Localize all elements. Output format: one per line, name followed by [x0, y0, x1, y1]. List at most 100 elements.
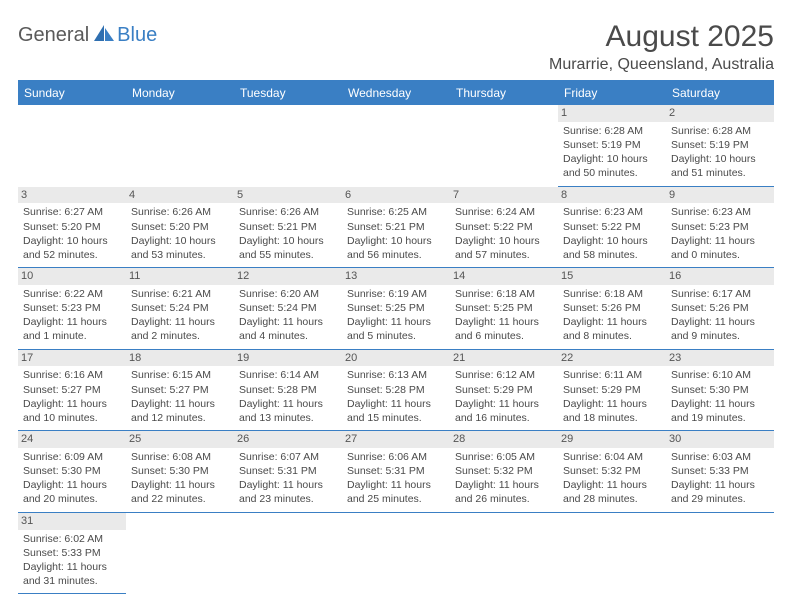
cell-daylight1: Daylight: 11 hours	[671, 478, 769, 492]
cell-sunset: Sunset: 5:32 PM	[455, 464, 553, 478]
weekday-header: Sunday	[18, 81, 126, 106]
cell-sunset: Sunset: 5:30 PM	[671, 383, 769, 397]
calendar-cell: 19Sunrise: 6:14 AMSunset: 5:28 PMDayligh…	[234, 349, 342, 431]
calendar-cell: 30Sunrise: 6:03 AMSunset: 5:33 PMDayligh…	[666, 431, 774, 513]
cell-sunset: Sunset: 5:28 PM	[347, 383, 445, 397]
cell-daylight1: Daylight: 10 hours	[131, 234, 229, 248]
calendar-cell	[126, 105, 234, 186]
cell-sunset: Sunset: 5:32 PM	[563, 464, 661, 478]
cell-daylight1: Daylight: 11 hours	[131, 478, 229, 492]
calendar-cell: 31Sunrise: 6:02 AMSunset: 5:33 PMDayligh…	[18, 512, 126, 594]
cell-sunset: Sunset: 5:21 PM	[347, 220, 445, 234]
cell-daylight2: and 25 minutes.	[347, 492, 445, 506]
cell-sunrise: Sunrise: 6:23 AM	[563, 205, 661, 219]
cell-daylight2: and 8 minutes.	[563, 329, 661, 343]
cell-daylight2: and 23 minutes.	[239, 492, 337, 506]
day-number: 1	[558, 105, 666, 122]
cell-daylight2: and 52 minutes.	[23, 248, 121, 262]
calendar-cell: 28Sunrise: 6:05 AMSunset: 5:32 PMDayligh…	[450, 431, 558, 513]
day-number: 18	[126, 350, 234, 367]
day-number: 11	[126, 268, 234, 285]
logo-text-general: General	[18, 24, 89, 47]
calendar-cell: 3Sunrise: 6:27 AMSunset: 5:20 PMDaylight…	[18, 186, 126, 268]
cell-daylight2: and 20 minutes.	[23, 492, 121, 506]
day-number: 12	[234, 268, 342, 285]
calendar-row: 24Sunrise: 6:09 AMSunset: 5:30 PMDayligh…	[18, 431, 774, 513]
month-title: August 2025	[549, 20, 774, 54]
cell-sunset: Sunset: 5:20 PM	[23, 220, 121, 234]
cell-sunrise: Sunrise: 6:16 AM	[23, 368, 121, 382]
logo-sail-icon	[93, 24, 115, 47]
cell-daylight2: and 0 minutes.	[671, 248, 769, 262]
cell-sunrise: Sunrise: 6:04 AM	[563, 450, 661, 464]
cell-sunset: Sunset: 5:31 PM	[347, 464, 445, 478]
calendar-cell	[234, 512, 342, 594]
day-number: 10	[18, 268, 126, 285]
cell-daylight1: Daylight: 10 hours	[671, 152, 769, 166]
calendar-cell: 23Sunrise: 6:10 AMSunset: 5:30 PMDayligh…	[666, 349, 774, 431]
cell-daylight1: Daylight: 11 hours	[455, 315, 553, 329]
day-number: 9	[666, 187, 774, 204]
cell-daylight2: and 22 minutes.	[131, 492, 229, 506]
header: General Blue August 2025 Murarrie, Queen…	[18, 20, 774, 74]
day-number: 4	[126, 187, 234, 204]
calendar-row: 17Sunrise: 6:16 AMSunset: 5:27 PMDayligh…	[18, 349, 774, 431]
cell-sunrise: Sunrise: 6:15 AM	[131, 368, 229, 382]
calendar-cell	[342, 512, 450, 594]
weekday-header: Thursday	[450, 81, 558, 106]
cell-daylight1: Daylight: 11 hours	[131, 315, 229, 329]
cell-sunset: Sunset: 5:28 PM	[239, 383, 337, 397]
cell-daylight2: and 2 minutes.	[131, 329, 229, 343]
cell-daylight2: and 50 minutes.	[563, 166, 661, 180]
cell-daylight2: and 19 minutes.	[671, 411, 769, 425]
weekday-header: Monday	[126, 81, 234, 106]
cell-daylight1: Daylight: 11 hours	[239, 315, 337, 329]
cell-daylight2: and 6 minutes.	[455, 329, 553, 343]
day-number: 24	[18, 431, 126, 448]
cell-sunset: Sunset: 5:26 PM	[563, 301, 661, 315]
cell-sunrise: Sunrise: 6:13 AM	[347, 368, 445, 382]
cell-daylight1: Daylight: 10 hours	[347, 234, 445, 248]
cell-sunset: Sunset: 5:25 PM	[347, 301, 445, 315]
cell-daylight1: Daylight: 11 hours	[671, 397, 769, 411]
cell-sunrise: Sunrise: 6:07 AM	[239, 450, 337, 464]
cell-daylight1: Daylight: 11 hours	[23, 315, 121, 329]
cell-daylight1: Daylight: 11 hours	[239, 397, 337, 411]
calendar-row: 10Sunrise: 6:22 AMSunset: 5:23 PMDayligh…	[18, 268, 774, 350]
day-number: 2	[666, 105, 774, 122]
cell-daylight1: Daylight: 10 hours	[563, 152, 661, 166]
cell-daylight1: Daylight: 11 hours	[563, 315, 661, 329]
calendar-cell	[18, 105, 126, 186]
cell-daylight2: and 58 minutes.	[563, 248, 661, 262]
day-number: 7	[450, 187, 558, 204]
calendar-cell: 16Sunrise: 6:17 AMSunset: 5:26 PMDayligh…	[666, 268, 774, 350]
calendar-cell: 26Sunrise: 6:07 AMSunset: 5:31 PMDayligh…	[234, 431, 342, 513]
cell-daylight1: Daylight: 11 hours	[131, 397, 229, 411]
location: Murarrie, Queensland, Australia	[549, 56, 774, 74]
day-number: 30	[666, 431, 774, 448]
calendar-cell: 25Sunrise: 6:08 AMSunset: 5:30 PMDayligh…	[126, 431, 234, 513]
cell-sunset: Sunset: 5:24 PM	[131, 301, 229, 315]
day-number: 15	[558, 268, 666, 285]
cell-daylight1: Daylight: 11 hours	[23, 478, 121, 492]
cell-daylight2: and 5 minutes.	[347, 329, 445, 343]
cell-daylight2: and 10 minutes.	[23, 411, 121, 425]
calendar-cell: 17Sunrise: 6:16 AMSunset: 5:27 PMDayligh…	[18, 349, 126, 431]
cell-daylight2: and 26 minutes.	[455, 492, 553, 506]
cell-daylight1: Daylight: 11 hours	[347, 478, 445, 492]
cell-daylight1: Daylight: 10 hours	[563, 234, 661, 248]
cell-sunrise: Sunrise: 6:26 AM	[131, 205, 229, 219]
cell-sunrise: Sunrise: 6:14 AM	[239, 368, 337, 382]
calendar-cell	[450, 512, 558, 594]
cell-sunrise: Sunrise: 6:05 AM	[455, 450, 553, 464]
cell-sunset: Sunset: 5:24 PM	[239, 301, 337, 315]
calendar-cell: 7Sunrise: 6:24 AMSunset: 5:22 PMDaylight…	[450, 186, 558, 268]
cell-daylight2: and 4 minutes.	[239, 329, 337, 343]
calendar-cell: 5Sunrise: 6:26 AMSunset: 5:21 PMDaylight…	[234, 186, 342, 268]
cell-sunset: Sunset: 5:19 PM	[671, 138, 769, 152]
weekday-header-row: Sunday Monday Tuesday Wednesday Thursday…	[18, 81, 774, 106]
cell-daylight1: Daylight: 10 hours	[239, 234, 337, 248]
weekday-header: Wednesday	[342, 81, 450, 106]
calendar-cell: 15Sunrise: 6:18 AMSunset: 5:26 PMDayligh…	[558, 268, 666, 350]
calendar-cell: 10Sunrise: 6:22 AMSunset: 5:23 PMDayligh…	[18, 268, 126, 350]
